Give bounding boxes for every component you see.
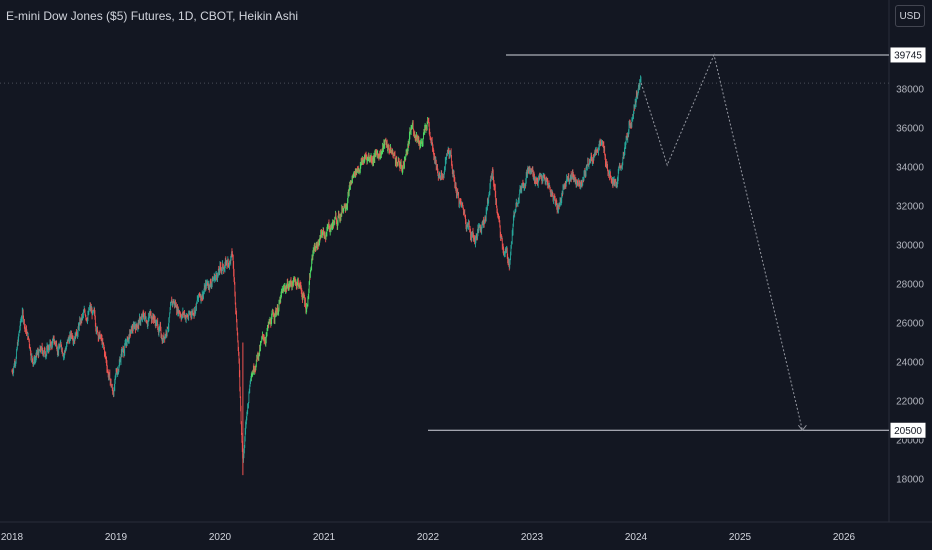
- time-tick-label: 2018: [1, 532, 24, 543]
- price-axis: 18000 20000 22000 24000 26000 28000 30000 32000…: [888, 0, 924, 522]
- price-tick-label: 36000: [896, 124, 924, 135]
- time-tick-label: 2021: [313, 532, 336, 543]
- level-price-tag: [889, 421, 927, 439]
- price-tick-label: 22000: [896, 397, 924, 408]
- level-price-label: 39745: [894, 50, 922, 61]
- price-tick-label: 32000: [896, 202, 924, 213]
- price-tick-label: 28000: [896, 280, 924, 291]
- price-tick-label: 34000: [896, 163, 924, 174]
- time-tick-label: 2020: [209, 532, 232, 543]
- price-tick-label: 30000: [896, 241, 924, 252]
- time-tick-label: 2025: [729, 532, 752, 543]
- price-tick-label: 38000: [896, 85, 924, 96]
- currency-button[interactable]: USD: [895, 5, 925, 27]
- level-price-tag: [889, 46, 927, 64]
- projection-arrowhead: [798, 424, 807, 432]
- price-tick-label: 20000: [896, 436, 924, 447]
- time-axis: 2018 2019 2020 2021 2022 2023 2024 2025 2026: [0, 521, 932, 543]
- candle-series: [11, 75, 642, 476]
- projection-path[interactable]: [640, 53, 803, 431]
- level-price-label: 20500: [894, 426, 922, 437]
- price-tick-label: 24000: [896, 358, 924, 369]
- time-tick-label: 2019: [105, 532, 128, 543]
- drawing-overlays[interactable]: 39745 20500: [0, 46, 927, 439]
- time-tick-label: 2023: [521, 532, 544, 543]
- time-tick-label: 2024: [625, 532, 648, 543]
- price-tick-label: 26000: [896, 319, 924, 330]
- price-tick-label: 18000: [896, 475, 924, 486]
- time-tick-label: 2026: [833, 532, 856, 543]
- chart-title: E-mini Dow Jones ($5) Futures, 1D, CBOT,…: [6, 9, 299, 23]
- time-tick-label: 2022: [417, 532, 440, 543]
